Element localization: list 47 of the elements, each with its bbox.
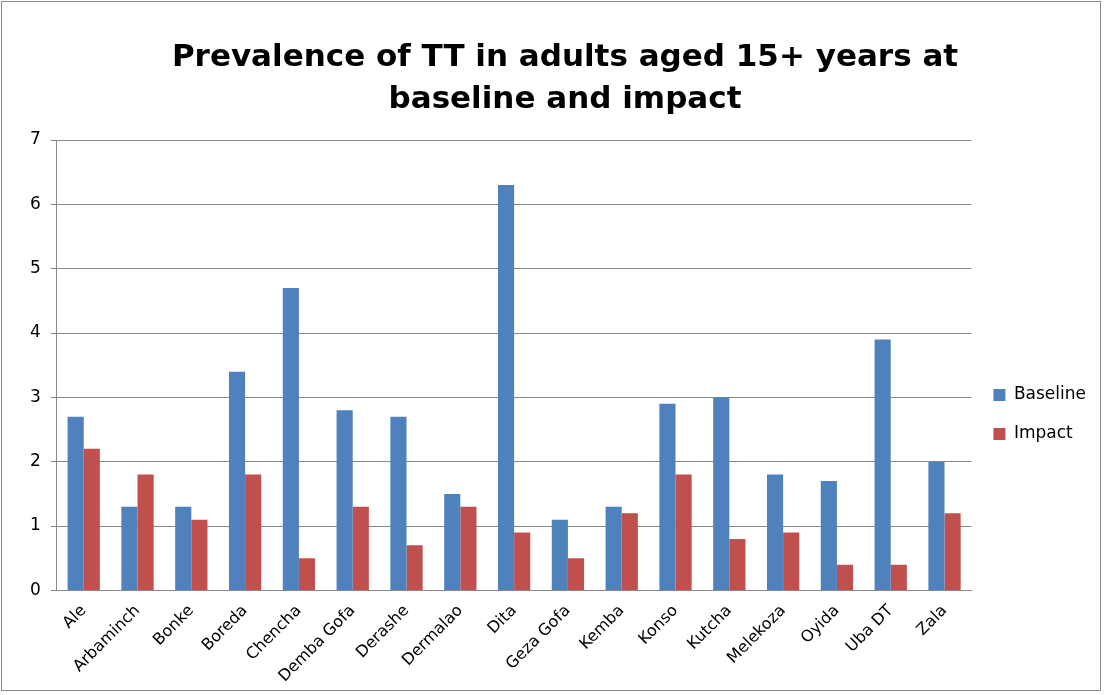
y-tick-label: 3 — [29, 385, 41, 406]
bar — [514, 532, 531, 590]
legend-label: Baseline — [1013, 383, 1086, 404]
bar — [659, 403, 676, 590]
y-tick-label: 2 — [29, 450, 41, 471]
y-tick-label: 7 — [29, 128, 41, 149]
bar — [245, 474, 262, 590]
bar — [890, 564, 907, 590]
bar — [944, 513, 961, 590]
legend-label: Impact — [1013, 422, 1074, 443]
bar — [228, 371, 246, 590]
bar — [605, 506, 622, 590]
bar — [713, 397, 730, 590]
y-tick-label: 4 — [29, 321, 41, 342]
bar — [783, 532, 800, 590]
x-tick-label: Dita — [483, 600, 520, 638]
y-tick-label: 5 — [29, 257, 41, 278]
y-tick-label: 0 — [29, 578, 41, 599]
chart-title: Prevalence of TT in adults aged 15+ years at baseline and impact — [170, 36, 960, 117]
bar — [675, 474, 692, 590]
bar — [497, 185, 515, 590]
bar — [137, 474, 154, 590]
bar — [390, 416, 407, 590]
bar — [352, 506, 369, 590]
bar — [567, 558, 585, 590]
bar — [336, 410, 353, 590]
bar — [621, 513, 638, 590]
bar — [820, 481, 837, 590]
bar — [874, 339, 891, 590]
bar — [83, 448, 100, 590]
bar — [460, 506, 477, 590]
bar — [67, 416, 84, 590]
bar — [406, 545, 423, 590]
y-tick-label: 6 — [29, 192, 41, 213]
bar — [551, 519, 568, 590]
bar — [766, 474, 784, 590]
bar — [282, 287, 299, 590]
bar — [121, 506, 138, 590]
y-tick-label: 1 — [29, 514, 41, 535]
bar — [298, 558, 316, 590]
bar — [191, 519, 208, 590]
bar — [836, 564, 854, 590]
bar — [928, 461, 945, 590]
bar — [729, 538, 746, 590]
bar — [175, 506, 192, 590]
x-tick-label: Uba DT — [841, 600, 897, 656]
bar — [444, 493, 461, 590]
